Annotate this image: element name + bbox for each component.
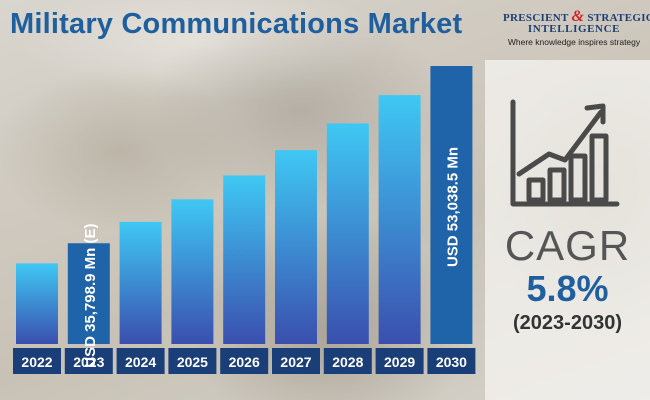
tick-label-bg-2026: [220, 348, 269, 374]
logo-name-line: PRESCIENT & STRATEGIC: [503, 8, 650, 26]
tick-label-bg-2030: [427, 348, 476, 374]
logo-word-intelligence: INTELLIGENCE: [527, 23, 621, 35]
tick-label-bg-2027: [272, 348, 320, 374]
cagr-value: 5.8%: [526, 268, 609, 309]
tick-label-bg-2029: [375, 348, 424, 374]
bar-2029: [378, 95, 421, 344]
x-tick-label-2023: 2023: [73, 354, 104, 370]
x-tick-label-2022: 2022: [21, 354, 52, 370]
x-tick-label-2026: 2026: [229, 354, 260, 370]
bar-2026: [223, 175, 266, 344]
bar-2024: [119, 221, 162, 344]
cagr-period: (2023-2030): [513, 312, 622, 334]
company-logo: PRESCIENT & STRATEGIC INTELLIGENCE Where…: [503, 8, 650, 47]
data-label-2030: USD 53,038.5 Mn: [444, 147, 461, 267]
bar-2022: [16, 263, 58, 344]
bar-2030: [430, 66, 473, 344]
growth-chart-icon: [510, 99, 620, 207]
logo-tagline: Where knowledge inspires strategy: [507, 37, 641, 47]
x-tick-label-2028: 2028: [332, 354, 363, 370]
chart-title: Military Communications Market: [10, 8, 463, 40]
cagr-label: CAGR: [504, 222, 631, 269]
bar-2025: [171, 199, 214, 344]
x-tick-label-2027: 2027: [280, 354, 311, 370]
x-tick-label-2029: 2029: [384, 354, 415, 370]
x-tick-label-2024: 2024: [125, 354, 156, 370]
logo-ampersand: &: [571, 8, 585, 25]
tick-label-bg-2023: [64, 348, 113, 374]
tick-label-bg-2025: [168, 348, 217, 374]
tick-label-bg-2028: [323, 348, 372, 374]
bar-2027: [275, 150, 317, 344]
tick-label-bg-2024: [116, 348, 165, 374]
data-label-2023: USD 35,798.9 Mn (E): [82, 224, 99, 368]
bar-2023: [67, 243, 110, 344]
tick-label-bg-2022: [13, 348, 61, 374]
logo-word-strategic: STRATEGIC: [587, 12, 650, 24]
x-tick-label-2030: 2030: [436, 354, 467, 370]
bar-2028: [326, 123, 369, 344]
logo-word-prescient: PRESCIENT: [503, 12, 569, 24]
x-tick-label-2025: 2025: [177, 354, 208, 370]
